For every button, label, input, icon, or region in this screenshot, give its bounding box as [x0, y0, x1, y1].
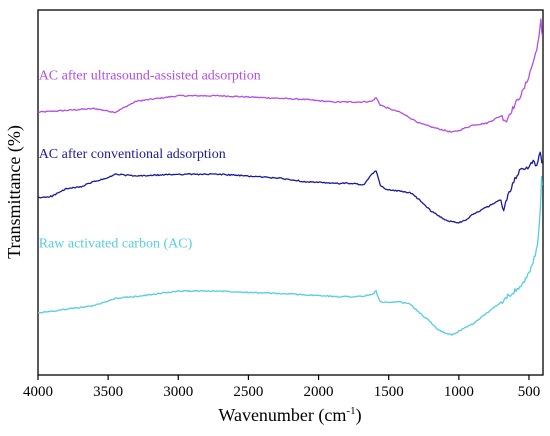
- series-label: Raw activated carbon (AC): [39, 236, 193, 251]
- x-axis-title: Wavenumber (cm-1): [218, 405, 361, 426]
- y-axis-title: Transmittance (%): [4, 125, 25, 259]
- x-axis-title-tail: ): [356, 405, 362, 426]
- x-tick-label: 3000: [163, 384, 193, 400]
- x-tick-label: 2000: [304, 384, 334, 400]
- x-axis-title-superscript: -1: [346, 405, 355, 417]
- x-tick-label: 1500: [374, 384, 404, 400]
- series-label: AC after conventional adsorption: [39, 147, 226, 162]
- x-axis-ticks: 4000 3500 3000 2500 2000 1500 1000 500: [23, 375, 540, 400]
- series-line: [37, 151, 543, 224]
- series-line: [37, 175, 543, 336]
- x-tick-label: 500: [518, 384, 541, 400]
- series-label: AC after ultrasound-assisted adsorption: [39, 68, 261, 83]
- x-tick-label: 1000: [444, 384, 474, 400]
- series-line: [37, 18, 543, 133]
- plot-area: [37, 9, 544, 376]
- series-layer: AC after ultrasound-assisted adsorption A…: [37, 18, 543, 336]
- x-tick-label: 2500: [233, 384, 263, 400]
- x-axis-title-base: Wavenumber (cm: [218, 405, 346, 426]
- x-tick-label: 3500: [93, 384, 123, 400]
- x-tick-label: 4000: [23, 384, 53, 400]
